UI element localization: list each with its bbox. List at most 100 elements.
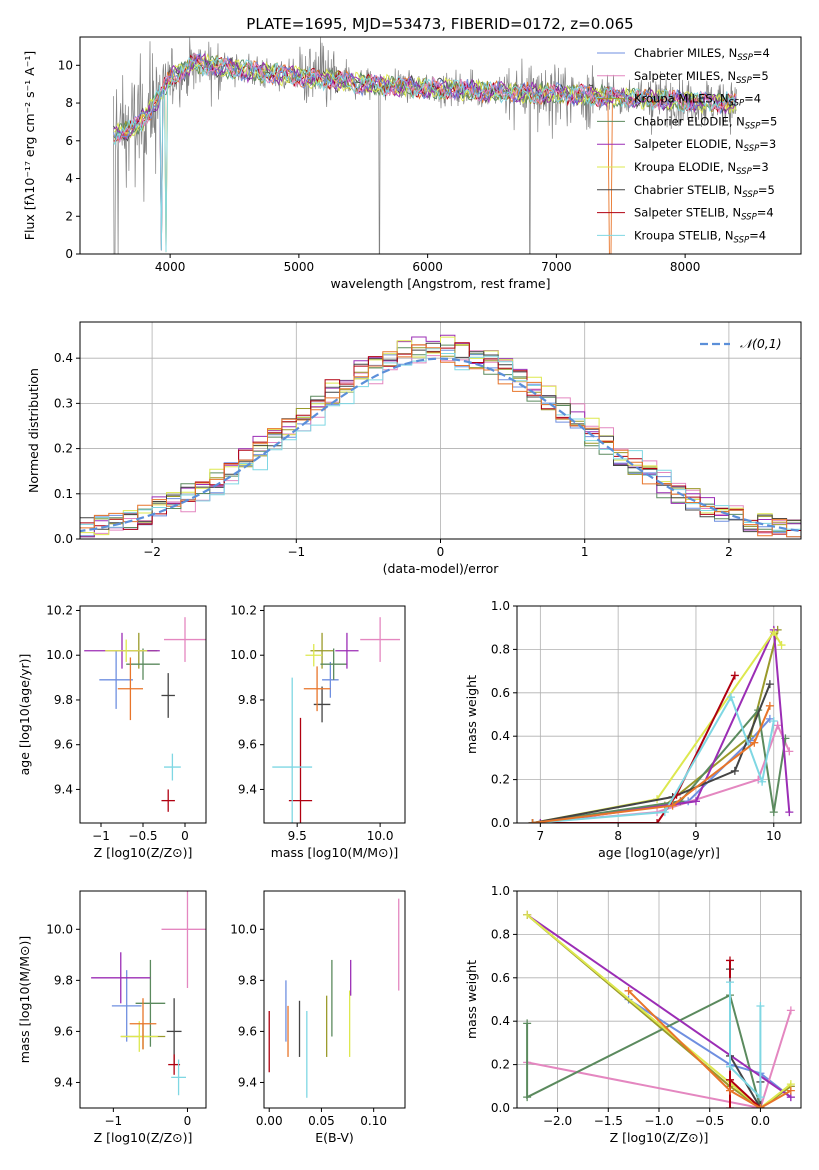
x-axis-label: wavelength [Angstrom, rest frame]	[330, 276, 550, 291]
x-tick-label: 0.10	[360, 1114, 387, 1128]
y-tick-label: 0.6	[491, 686, 510, 700]
y-tick-label: 9.6	[54, 738, 73, 752]
gaussian-curve	[80, 357, 801, 533]
y-tick-label: 8	[65, 96, 73, 110]
weight-marker	[756, 1002, 765, 1011]
weight_vs_age-plot-area	[528, 625, 794, 823]
y-tick-label: 9.6	[238, 738, 257, 752]
axes-frame	[79, 605, 207, 824]
y-tick-label: 0.0	[491, 816, 510, 830]
y-tick-label: 4	[65, 172, 73, 186]
mass_vs_Z-axes: −1 0 9.4 9.6 9.8 10.0 Z [log10(Z/Z⊙)] mass [log…	[17, 890, 207, 1145]
axes-frame	[516, 605, 802, 824]
x-axis-label: mass [log10(M/M⊙)]	[271, 845, 399, 860]
figure-title: PLATE=1695, MJD=53473, FIBERID=0172, z=0…	[246, 15, 633, 33]
legend-label: Salpeter MILES, NSSP=5	[634, 69, 769, 86]
x-tick-label: 0	[181, 829, 189, 843]
weight-marker	[769, 808, 778, 817]
y-tick-label: 0.4	[54, 351, 73, 365]
weight-marker	[726, 1086, 734, 1095]
weight-line	[627, 990, 792, 1108]
weight-marker	[528, 819, 537, 823]
y-tick-label: 0	[65, 247, 73, 261]
y-tick-label: 0.2	[491, 773, 510, 787]
x-axis-label: E(B-V)	[315, 1130, 354, 1145]
y-tick-label: 9.6	[238, 1024, 257, 1038]
model-spectrum	[113, 53, 737, 143]
x-tick-label: 8	[614, 829, 622, 843]
weight-marker	[523, 1093, 532, 1102]
weight-marker	[668, 801, 677, 810]
y-tick-label: 9.8	[238, 973, 257, 987]
weight-line	[729, 982, 762, 1100]
axes-frame	[263, 890, 406, 1109]
y-axis-label: mass weight	[464, 675, 479, 754]
spectrum-axes: 4000 5000 6000 7000 8000 0 2 4 6 8 10 wavelength [A…	[22, 36, 802, 291]
y-tick-label: 0.4	[491, 729, 510, 743]
y-tick-label: 10.2	[46, 603, 73, 617]
legend-label: Chabrier MILES, NSSP=4	[634, 46, 770, 63]
x-tick-label: 1	[581, 545, 589, 559]
weight-marker	[726, 1075, 734, 1084]
weight-marker	[769, 628, 778, 637]
y-tick-label: 1.0	[491, 884, 510, 898]
weight-line	[526, 1010, 792, 1108]
weight-marker	[730, 671, 739, 680]
weight-line	[526, 993, 762, 1108]
x-tick-label: 4000	[155, 260, 186, 274]
y-tick-label: 1.0	[491, 599, 510, 613]
weight-marker	[624, 986, 633, 995]
weight_vs_Z-axes: −2.0 −1.5 −1.0 −0.5 0.0 0.0 0.2 0.4 0.6 0.8 1.0 Z […	[464, 884, 802, 1145]
y-tick-label: 0.4	[491, 1014, 510, 1028]
y-tick-label: 10.0	[230, 922, 257, 936]
weight-line	[532, 705, 771, 823]
x-tick-label: −1	[92, 829, 110, 843]
x-axis-label: (data-model)/error	[383, 561, 500, 576]
age_vs_Z-plot-area	[84, 617, 206, 812]
y-tick-label: 10.0	[230, 648, 257, 662]
x-tick-label: −2	[143, 545, 161, 559]
legend-label: Salpeter ELODIE, NSSP=3	[634, 137, 776, 154]
weight-marker	[756, 1104, 765, 1108]
legend-label: 𝒩(0,1)	[740, 336, 782, 351]
x-axis-label: Z [log10(Z/Z⊙)]	[94, 845, 193, 860]
weight-line	[526, 914, 792, 1108]
weight-marker	[765, 701, 774, 710]
weight-line	[532, 683, 771, 823]
x-tick-label: −0.5	[695, 1114, 724, 1128]
y-tick-label: 0.8	[491, 642, 510, 656]
y-tick-label: 10	[58, 58, 73, 72]
age_vs_mass-plot-area	[272, 617, 401, 823]
x-tick-label: 10	[766, 829, 781, 843]
legend-label: Kroupa STELIB, NSSP=4	[634, 228, 766, 245]
age_vs_Z-axes: −1 −0.5 0 9.4 9.6 9.8 10.0 10.2 Z [log10(Z/Z⊙)] a…	[17, 603, 207, 860]
y-tick-label: 0.0	[54, 532, 73, 546]
age_vs_mass-axes: 9.5 10.0 9.4 9.6 9.8 10.0 10.2 mass [log10(M/M⊙…	[230, 603, 406, 860]
y-tick-label: 0.8	[491, 927, 510, 941]
x-axis-label: Z [log10(Z/Z⊙)]	[610, 1130, 709, 1145]
weight-marker	[777, 641, 786, 650]
y-tick-label: 6	[65, 134, 73, 148]
legend-label: Chabrier ELODIE, NSSP=5	[634, 114, 777, 131]
y-tick-label: 0.6	[491, 971, 510, 985]
weight-marker	[730, 766, 739, 775]
weight-marker	[653, 819, 662, 823]
weight-marker	[785, 808, 794, 817]
weight-line	[532, 674, 736, 823]
x-tick-label: 0	[184, 1114, 192, 1128]
weight-marker	[786, 1086, 795, 1095]
weight_vs_age-axes: 7 8 9 10 0.0 0.2 0.4 0.6 0.8 1.0 age [log10(age/yr…	[464, 599, 802, 860]
weight-marker	[785, 747, 794, 756]
x-tick-label: −1.5	[594, 1114, 623, 1128]
x-tick-label: 10.0	[367, 829, 394, 843]
mass_vs_ebv-axes: 0.00 0.05 0.10 9.4 9.6 9.8 10.0 E(B-V)	[230, 890, 406, 1145]
y-axis-label: mass [log10(M/M⊙)]	[17, 936, 32, 1064]
x-tick-label: 2	[725, 545, 733, 559]
y-tick-label: 9.4	[238, 782, 257, 796]
y-tick-label: 9.8	[54, 973, 73, 987]
weight-line	[532, 694, 775, 823]
weight-marker	[536, 819, 545, 823]
y-tick-label: 9.4	[54, 1075, 73, 1089]
x-tick-label: −1	[287, 545, 305, 559]
